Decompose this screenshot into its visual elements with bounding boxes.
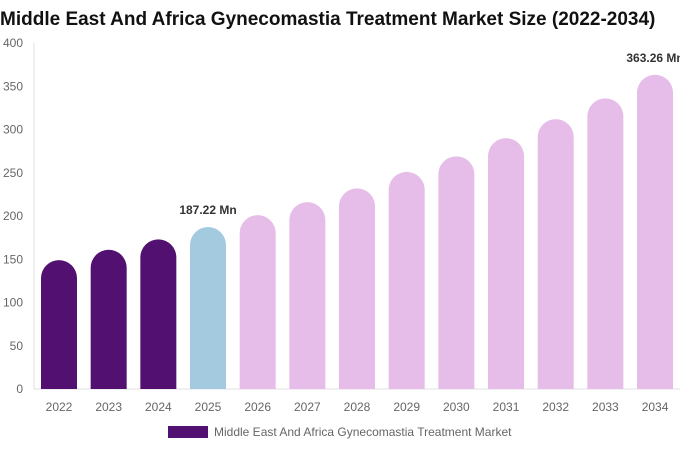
x-tick-label: 2024 xyxy=(145,400,172,414)
x-tick-label: 2031 xyxy=(493,400,520,414)
bar-2028 xyxy=(339,188,376,389)
x-tick-label: 2023 xyxy=(95,400,122,414)
bar-2031 xyxy=(488,138,525,389)
bar-2024 xyxy=(140,239,177,389)
bar-2022 xyxy=(41,260,77,389)
data-label: 187.22 Mn xyxy=(179,203,236,217)
legend-label: Middle East And Africa Gynecomastia Trea… xyxy=(214,425,512,439)
data-label: 363.26 Mn xyxy=(626,51,680,65)
x-tick-label: 2027 xyxy=(294,400,321,414)
bar-2025 xyxy=(190,227,227,389)
y-tick-label: 250 xyxy=(3,166,23,180)
x-tick-label: 2034 xyxy=(642,400,669,414)
x-tick-label: 2022 xyxy=(46,400,73,414)
x-tick-label: 2032 xyxy=(542,400,569,414)
y-tick-label: 300 xyxy=(3,123,23,137)
y-tick-label: 50 xyxy=(10,339,24,353)
x-tick-label: 2026 xyxy=(244,400,271,414)
x-tick-label: 2033 xyxy=(592,400,619,414)
bar-2029 xyxy=(388,171,425,389)
bar-2034 xyxy=(637,74,674,390)
y-tick-label: 200 xyxy=(3,209,23,223)
bar-2033 xyxy=(587,98,624,390)
legend: Middle East And Africa Gynecomastia Trea… xyxy=(168,425,511,439)
legend-swatch xyxy=(168,426,208,438)
x-tick-label: 2029 xyxy=(393,400,420,414)
x-tick-label: 2028 xyxy=(344,400,371,414)
x-tick-label: 2030 xyxy=(443,400,470,414)
bar-2027 xyxy=(289,202,326,389)
y-tick-label: 350 xyxy=(3,79,23,93)
bar-2026 xyxy=(239,215,276,389)
bar-2032 xyxy=(537,119,574,389)
y-tick-label: 0 xyxy=(16,382,23,396)
y-tick-label: 150 xyxy=(3,252,23,266)
chart-title: Middle East And Africa Gynecomastia Trea… xyxy=(0,9,656,30)
bar-2023 xyxy=(90,249,127,389)
y-tick-label: 100 xyxy=(3,296,23,310)
x-tick-label: 2025 xyxy=(195,400,222,414)
bar-2030 xyxy=(438,156,475,389)
y-tick-label: 400 xyxy=(3,36,23,50)
